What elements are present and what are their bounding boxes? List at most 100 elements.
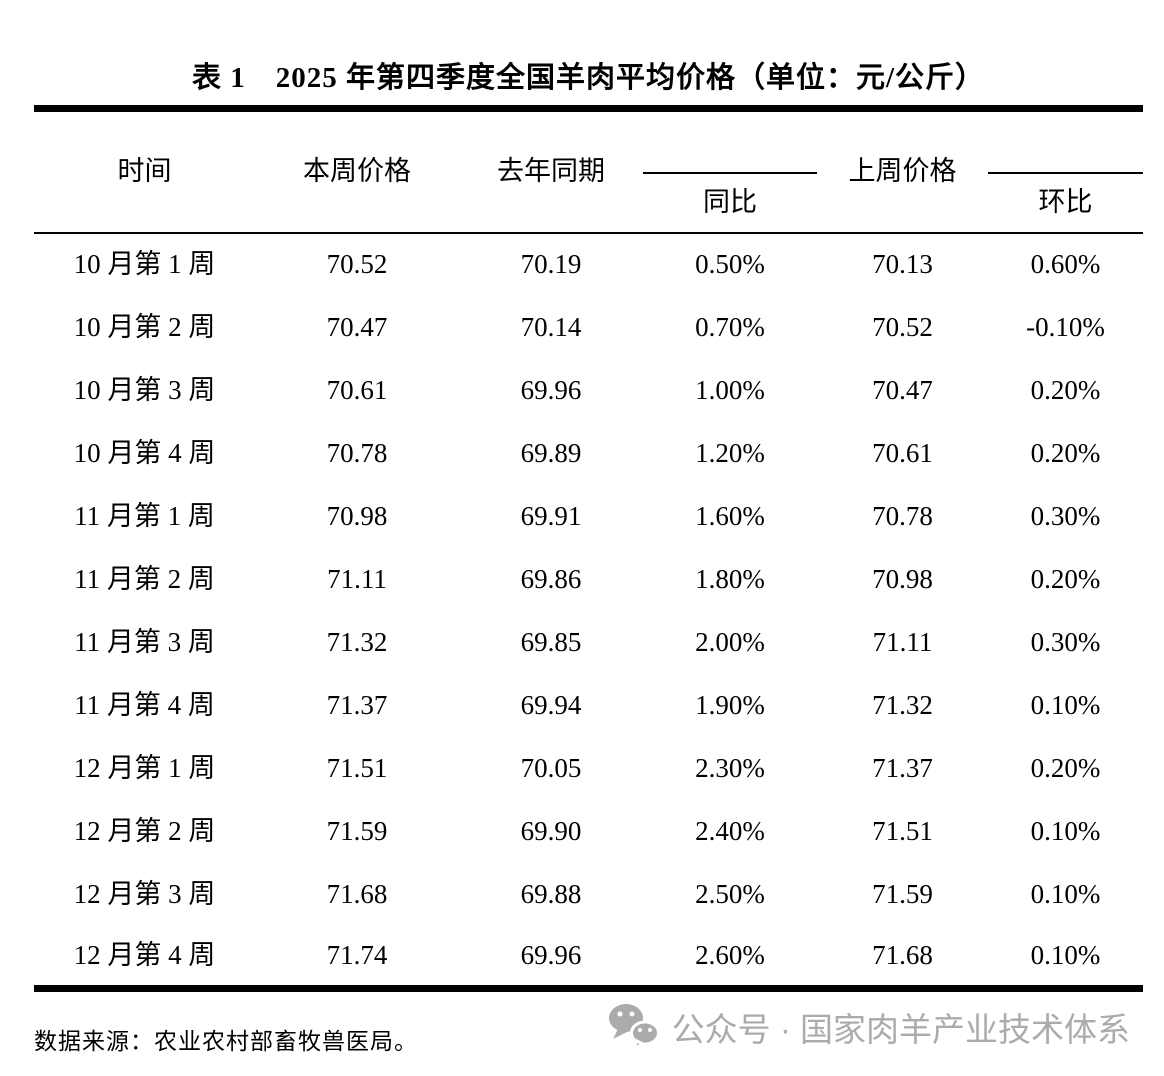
cell-last-week: 70.47 (872, 374, 933, 405)
cell-this-week: 70.47 (326, 311, 388, 342)
cell-this-week: 71.59 (326, 815, 388, 846)
cell-this-week: 71.68 (326, 878, 388, 909)
cell-wow: 0.20% (1030, 437, 1101, 468)
cell-last-week: 71.51 (872, 815, 933, 846)
cell-yoy: 1.60% (695, 500, 765, 531)
cell-this-week: 70.61 (326, 374, 388, 405)
cell-yoy: 2.60% (695, 939, 765, 970)
cell-wow: 0.20% (1030, 563, 1101, 594)
table-row: 11 月第 4 周 71.37 69.94 1.90% 71.32 0.10% (34, 674, 1143, 737)
cell-last-week: 70.13 (817, 231, 988, 296)
cell-time: 12 月第 3 周 (73, 878, 216, 909)
cell-wow: -0.10% (1026, 311, 1105, 342)
cell-last-year: 70.14 (520, 311, 582, 342)
watermark-text: 公众号 · 国家肉羊产业技术体系 (671, 1011, 1130, 1048)
table-row: 10 月第 2 周 70.47 70.14 0.70% 70.52 -0.10% (34, 296, 1143, 359)
cell-last-week: 70.78 (872, 500, 933, 531)
cell-last-year: 69.90 (520, 815, 582, 846)
cell-this-week: 71.51 (326, 752, 388, 783)
data-source-note: 数据来源：农业农村部畜牧兽医局。 (34, 1029, 418, 1054)
table-header: 时间 本周价格 去年同期 上周价格 同比 环比 (34, 108, 1143, 233)
yoy-divider-line (643, 108, 817, 174)
cell-last-week: 71.59 (872, 878, 933, 909)
cell-yoy: 0.70% (695, 311, 765, 342)
cell-last-week: 70.61 (872, 437, 933, 468)
cell-yoy: 0.50% (643, 231, 817, 296)
cell-last-week: 70.98 (872, 563, 933, 594)
cell-wow: 0.30% (1030, 500, 1101, 531)
cell-this-week: 71.32 (326, 626, 388, 657)
table-row: 11 月第 2 周 71.11 69.86 1.80% 70.98 0.20% (34, 548, 1143, 611)
cell-yoy: 1.00% (695, 374, 765, 405)
wow-divider-line (988, 108, 1143, 174)
cell-time: 11 月第 3 周 (74, 626, 215, 657)
cell-last-year: 69.85 (520, 626, 582, 657)
cell-last-year: 69.96 (520, 374, 582, 405)
col-header-wow: 环比 (1038, 187, 1093, 217)
cell-wow: 0.20% (1030, 752, 1101, 783)
cell-yoy: 2.50% (695, 878, 765, 909)
watermark: 公众号 · 国家肉羊产业技术体系 (608, 1003, 1130, 1051)
cell-yoy: 2.00% (695, 626, 765, 657)
table-row: 12 月第 2 周 71.59 69.90 2.40% 71.51 0.10% (34, 800, 1143, 863)
cell-last-week: 71.68 (872, 939, 933, 970)
col-header-last-week: 上周价格 (848, 156, 957, 187)
table-row: 12 月第 1 周 71.51 70.05 2.30% 71.37 0.20% (34, 737, 1143, 800)
cell-time: 12 月第 2 周 (73, 815, 216, 846)
cell-last-year: 70.05 (520, 752, 582, 783)
table-row: 10 月第 4 周 70.78 69.89 1.20% 70.61 0.20% (34, 422, 1143, 485)
cell-last-week: 71.11 (872, 626, 933, 657)
col-header-last-year: 去年同期 (497, 156, 605, 187)
cell-last-week: 70.52 (872, 311, 933, 342)
cell-this-week: 70.52 (255, 231, 459, 296)
cell-time: 11 月第 1 周 (74, 500, 215, 531)
cell-this-week: 71.11 (327, 563, 387, 594)
cell-last-year: 69.86 (520, 563, 582, 594)
cell-time: 11 月第 4 周 (74, 689, 215, 720)
cell-wow: 0.60% (988, 231, 1143, 296)
cell-this-week: 70.98 (326, 500, 388, 531)
cell-wow: 0.10% (1030, 815, 1101, 846)
col-header-this-week: 本周价格 (303, 156, 411, 187)
col-header-yoy: 同比 (703, 187, 757, 217)
cell-time: 10 月第 4 周 (73, 437, 216, 468)
cell-wow: 0.10% (1030, 939, 1101, 970)
cell-time: 12 月第 1 周 (73, 752, 216, 783)
price-table: 时间 本周价格 去年同期 上周价格 同比 环比 10 月第 1 周 70.52 70… (34, 105, 1143, 992)
table-row: 11 月第 3 周 71.32 69.85 2.00% 71.11 0.30% (34, 611, 1143, 674)
cell-yoy: 1.20% (695, 437, 765, 468)
cell-yoy: 1.80% (695, 563, 765, 594)
cell-time: 11 月第 2 周 (74, 563, 215, 594)
cell-wow: 0.10% (1030, 878, 1101, 909)
cell-time: 10 月第 2 周 (73, 311, 216, 342)
header-row-sub: 同比 环比 (34, 173, 1143, 233)
cell-last-year: 70.19 (459, 231, 643, 296)
cell-wow: 0.10% (1030, 689, 1101, 720)
table-row: 11 月第 1 周 70.98 69.91 1.60% 70.78 0.30% (34, 485, 1143, 548)
cell-last-year: 69.89 (520, 437, 582, 468)
cell-last-week: 71.37 (872, 752, 933, 783)
table-row: 10 月第 3 周 70.61 69.96 1.00% 70.47 0.20% (34, 359, 1143, 422)
cell-time: 10 月第 1 周 (34, 231, 255, 296)
table-title: 表 1 2025 年第四季度全国羊肉平均价格（单位：元/公斤） (191, 62, 986, 94)
table-row: 12 月第 4 周 71.74 69.96 2.60% 71.68 0.10% (34, 926, 1143, 989)
cell-wow: 0.30% (1030, 626, 1101, 657)
cell-last-year: 69.91 (520, 500, 582, 531)
cell-this-week: 71.37 (326, 689, 388, 720)
cell-yoy: 2.30% (695, 752, 765, 783)
table-body: 10 月第 1 周 70.52 70.19 0.50% 70.13 0.60% 10 月第 … (34, 231, 1143, 989)
cell-this-week: 71.74 (326, 939, 388, 970)
cell-last-year: 69.96 (520, 939, 582, 970)
col-header-time: 时间 (117, 156, 172, 187)
cell-last-week: 71.32 (872, 689, 933, 720)
cell-time: 10 月第 3 周 (73, 374, 216, 405)
table-row: 10 月第 1 周 70.52 70.19 0.50% 70.13 0.60% (34, 231, 1143, 296)
cell-yoy: 2.40% (695, 815, 765, 846)
cell-wow: 0.20% (1030, 374, 1101, 405)
cell-time: 12 月第 4 周 (73, 939, 216, 970)
header-row-top: 时间 本周价格 去年同期 上周价格 (34, 108, 1143, 185)
cell-last-year: 69.94 (520, 689, 582, 720)
table-row: 12 月第 3 周 71.68 69.88 2.50% 71.59 0.10% (34, 863, 1143, 926)
cell-this-week: 70.78 (326, 437, 388, 468)
